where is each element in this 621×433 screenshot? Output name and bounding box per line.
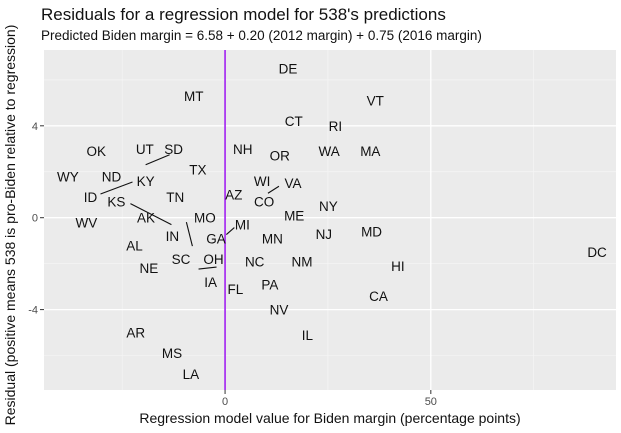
point-label: MN [262,231,283,246]
point-label: GA [206,231,226,246]
point-label: MO [194,211,216,226]
point-label: HI [391,259,405,274]
x-tick-label: 50 [425,396,437,408]
label-leader-line [100,181,133,195]
point-label: VA [284,176,301,191]
point-label: SC [172,252,191,267]
label-leader-line [145,154,170,166]
label-leader-line [185,221,193,247]
point-label: WV [76,215,98,230]
point-label: LA [183,367,200,382]
point-label: WY [57,169,79,184]
point-label: ME [284,208,304,223]
point-label: AR [126,326,145,341]
label-leader-line [198,266,217,270]
point-label: RI [329,119,343,134]
point-label: OH [203,252,223,267]
y-axis-title: Residual (positive means 538 is pro-Bide… [2,25,18,426]
point-label: KY [137,174,155,189]
point-label: MD [361,224,382,239]
y-tick-label: -4 [28,305,38,317]
point-label: NY [319,199,338,214]
point-label: WA [319,144,340,159]
point-label: AZ [225,188,242,203]
point-label: TN [166,190,184,205]
label-leader-line [267,185,280,194]
point-label: IA [204,275,217,290]
point-label: NM [292,254,313,269]
point-label: NC [245,254,265,269]
point-label: VT [367,94,384,109]
chart-title: Residuals for a regression model for 538… [41,5,446,24]
point-label: CT [285,114,303,129]
point-label: NH [233,142,253,157]
point-label: DC [587,245,607,260]
point-label: TX [189,162,206,177]
point-label: ND [102,169,122,184]
point-label: CA [369,289,388,304]
point-label: MT [184,89,204,104]
point-label: IN [166,229,180,244]
point-label: IL [302,328,314,343]
point-label: OK [87,144,107,159]
point-label: DE [279,61,298,76]
point-label: FL [227,282,243,297]
point-label: OR [270,149,291,164]
point-label: SD [164,142,183,157]
plot-panel [44,50,616,390]
point-label: AL [126,238,143,253]
point-label: UT [136,142,154,157]
y-tick-label: 4 [32,121,38,133]
point-label: NJ [316,227,333,242]
point-label: WI [254,174,271,189]
point-label: MA [360,144,380,159]
x-axis-title: Regression model value for Biden margin … [139,410,520,426]
point-label: PA [261,277,278,292]
point-label: CO [254,195,274,210]
point-label: MS [162,346,182,361]
point-label: AK [137,211,155,226]
label-leader-line [225,227,235,236]
point-label: MI [235,218,250,233]
point-label: NE [140,261,159,276]
chart-subtitle: Predicted Biden margin = 6.58 + 0.20 (20… [41,28,482,43]
label-leader-line [130,203,172,226]
point-label: NV [270,303,289,318]
x-tick-label: 0 [222,396,228,408]
point-label: ID [84,190,98,205]
point-label: KS [107,195,125,210]
y-tick-label: 0 [32,213,38,225]
